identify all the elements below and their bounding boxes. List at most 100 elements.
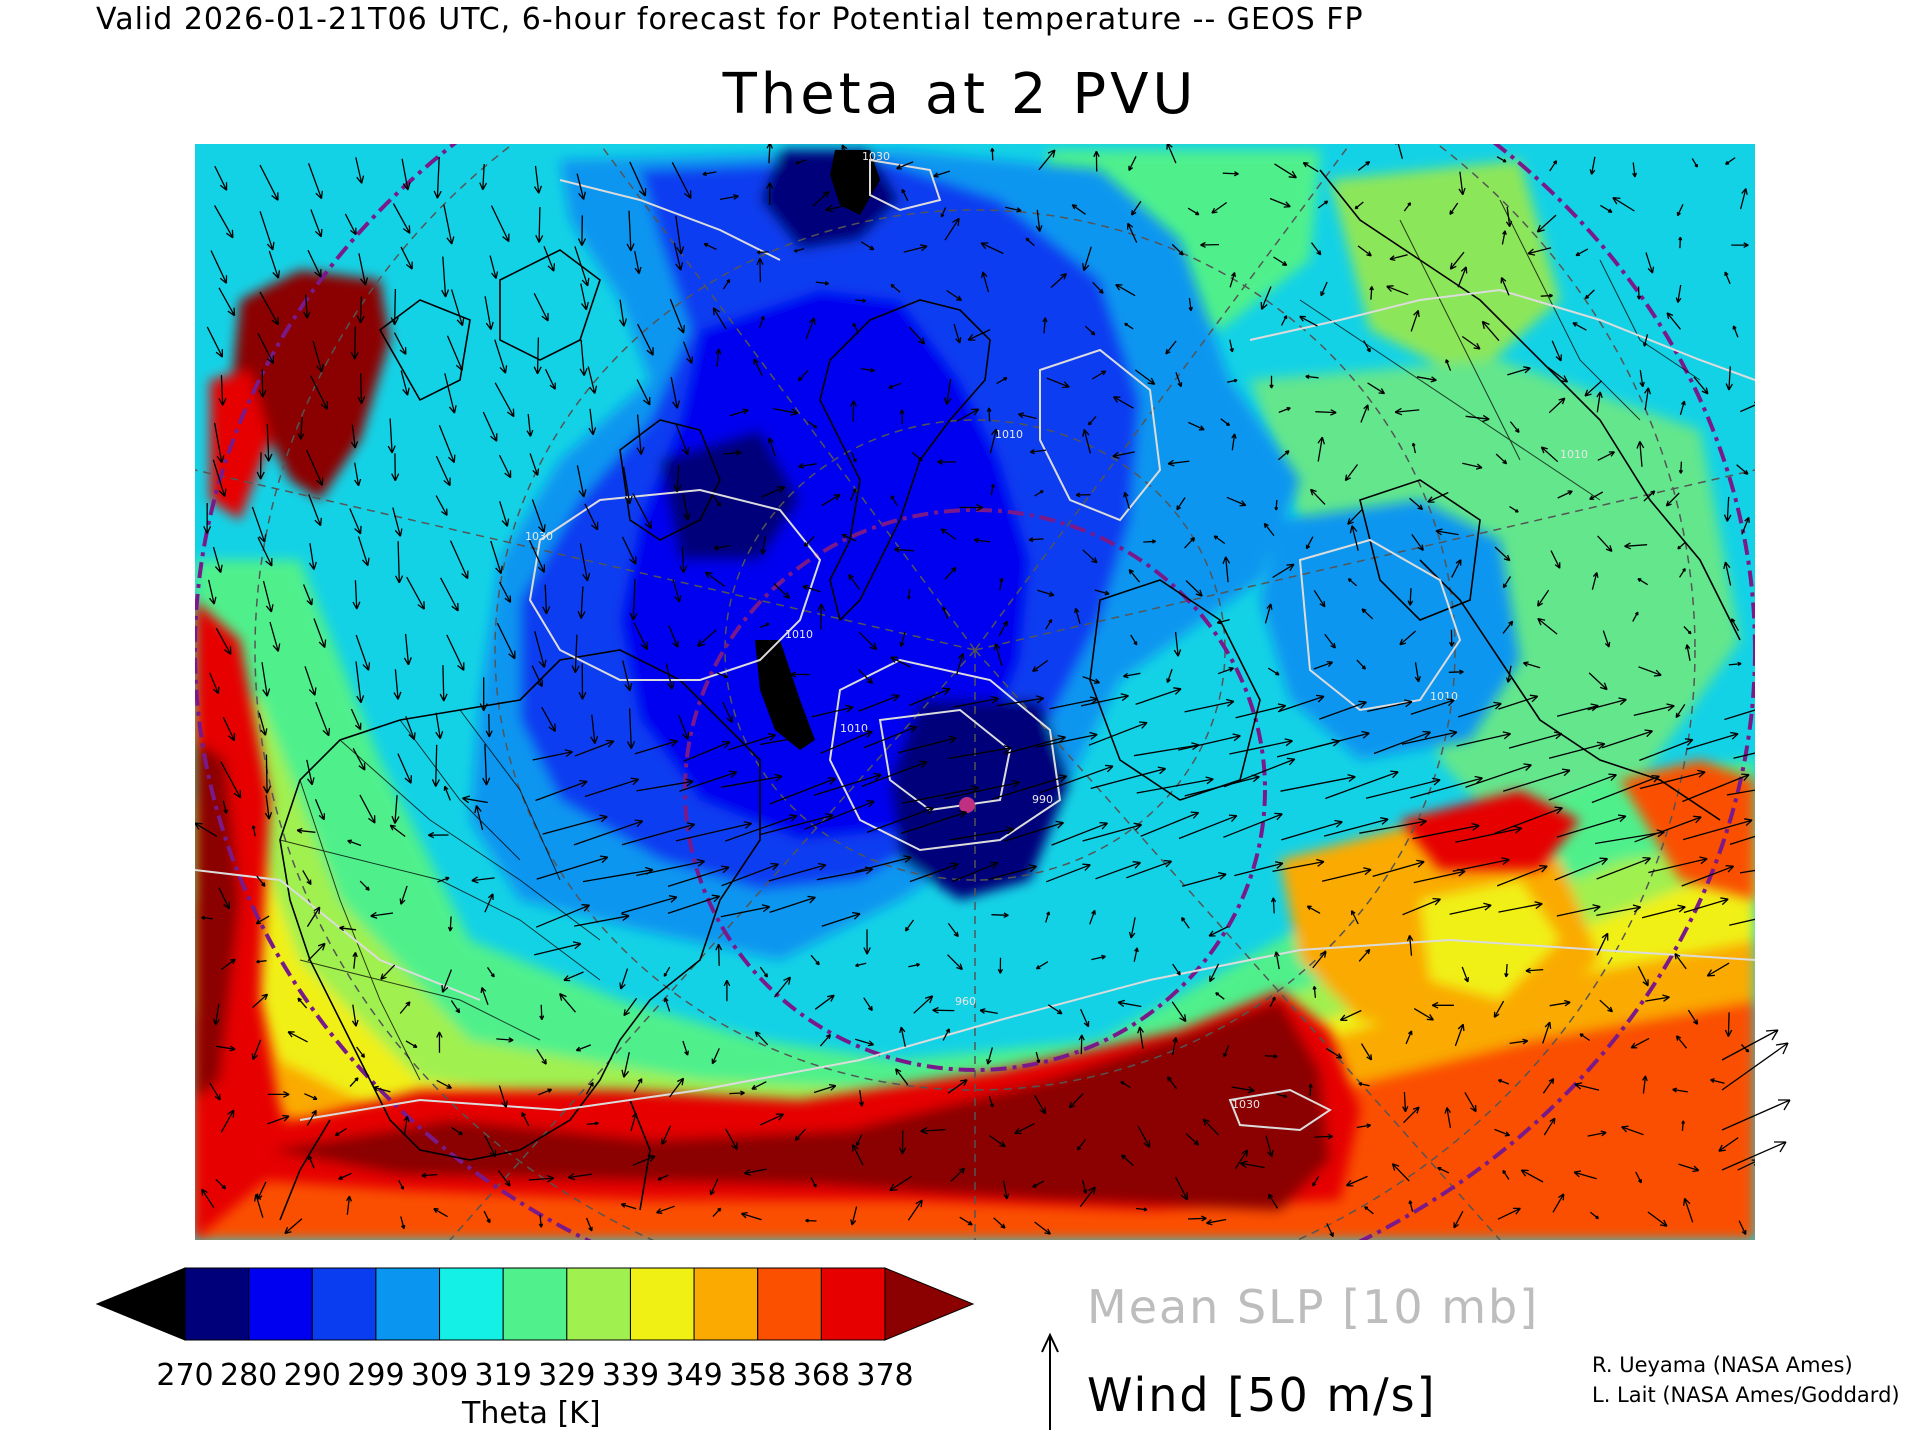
- wind-vector: [1410, 309, 1420, 332]
- wind-vector: [1730, 618, 1740, 632]
- wind-vector: [1556, 814, 1627, 838]
- wind-vector: [1267, 667, 1280, 676]
- wind-vector: [715, 348, 722, 367]
- wind-vector: [940, 528, 957, 540]
- wind-vector: [1402, 897, 1441, 916]
- wind-vector: [1591, 572, 1599, 590]
- wind-vector: [989, 428, 999, 454]
- wind-vector: [1537, 589, 1550, 607]
- credit-line-1: R. Ueyama (NASA Ames): [1592, 1353, 1853, 1377]
- wind-vector: [1728, 661, 1742, 667]
- wind-vector: [721, 862, 779, 887]
- wind-vector: [712, 1207, 722, 1218]
- wind-vector: [542, 814, 608, 835]
- wind-vector: [821, 494, 841, 506]
- wind-vector: [446, 335, 464, 371]
- wind-vector: [946, 289, 963, 302]
- wind-vector: [1639, 738, 1694, 762]
- wind-vector: [1435, 528, 1459, 536]
- wind-vector: [580, 283, 589, 311]
- wind-vector: [1184, 536, 1196, 549]
- wind-vector: [942, 1028, 950, 1041]
- wind-vector: [907, 589, 911, 600]
- wind-vector: [399, 1001, 411, 1014]
- wind-vector: [811, 704, 854, 718]
- wind-vector: [1365, 777, 1441, 799]
- wind-vector: [1498, 694, 1539, 710]
- wind-vector: [1088, 721, 1148, 746]
- low-pressure-center[interactable]: [959, 797, 975, 813]
- wind-vector: [1117, 999, 1142, 1008]
- wind-vector: [307, 1155, 315, 1169]
- wind-vector: [751, 1081, 767, 1090]
- wind-vector: [1448, 629, 1455, 647]
- wind-vector: [1729, 835, 1755, 846]
- wind-vector: [656, 1205, 675, 1214]
- wind-vector: [1264, 603, 1273, 624]
- wind-vector: [541, 706, 556, 733]
- wind-vector: [436, 1079, 452, 1089]
- wind-vector: [1014, 1122, 1035, 1135]
- wind-vector: [1347, 508, 1363, 525]
- wind-vector: [264, 795, 273, 820]
- wind-vector: [1094, 589, 1110, 596]
- wind-vector: [1171, 1001, 1187, 1023]
- slp-label: 1030: [862, 150, 890, 163]
- wind-vector: [673, 464, 682, 493]
- wind-vector: [447, 916, 453, 932]
- wind-vector: [258, 369, 267, 398]
- wind-vector: [387, 418, 396, 454]
- wind-vector: [1312, 950, 1327, 969]
- wind-vector: [1639, 370, 1645, 388]
- wind-vector: [1693, 376, 1709, 395]
- wind-vector: [1718, 1137, 1739, 1152]
- wind-vector: [997, 695, 1045, 707]
- slp-contours: [195, 158, 1755, 1132]
- wind-vector: [403, 633, 412, 666]
- wind-vector: [948, 745, 1012, 760]
- wind-vector: [1128, 156, 1137, 172]
- wind-vector: [489, 255, 499, 279]
- wind-vector: [1736, 464, 1749, 475]
- wind-vector: [1509, 421, 1520, 433]
- wind-vector: [1642, 334, 1649, 347]
- wind-vector: [1025, 237, 1035, 247]
- wind-vector: [267, 1091, 290, 1098]
- wind-vector: [544, 368, 556, 390]
- wind-vector: [1520, 1169, 1544, 1183]
- wind-vector: [1231, 433, 1237, 451]
- wind-vector: [678, 715, 690, 740]
- wind-vector: [1525, 967, 1544, 974]
- wind-vector: [1325, 770, 1399, 800]
- wind-vector: [206, 326, 224, 358]
- wind-vector: [576, 173, 586, 200]
- wind-vector: [793, 248, 805, 253]
- wind-vector: [855, 298, 866, 303]
- wind-vector: [753, 358, 763, 377]
- wind-vector: [307, 942, 326, 962]
- wind-vector: [933, 170, 951, 178]
- wind-vector: [1269, 197, 1291, 208]
- wind-vector: [1587, 1130, 1607, 1137]
- wind-vector: [1527, 247, 1552, 256]
- wind-vector: [657, 1174, 669, 1181]
- wind-vector: [1584, 289, 1595, 300]
- wind-vector: [1683, 1197, 1694, 1223]
- wind-vector: [813, 1083, 837, 1094]
- wind-vector: [535, 779, 588, 802]
- wind-vector: [585, 1081, 594, 1095]
- wind-vector: [1455, 825, 1523, 843]
- wind-vector: [1373, 730, 1431, 755]
- wind-vector: [1678, 236, 1683, 249]
- wind-vector: [1509, 505, 1519, 513]
- wind-vector: [1453, 1210, 1464, 1229]
- wind-vector: [697, 629, 717, 648]
- wind-vector: [773, 407, 799, 416]
- wind-vector: [201, 915, 213, 920]
- wind-vector: [1641, 904, 1686, 919]
- wind-vector: [798, 462, 817, 469]
- wind-vector: [1573, 1170, 1597, 1180]
- wind-vector: [1496, 156, 1507, 163]
- wind-vector: [819, 1034, 832, 1047]
